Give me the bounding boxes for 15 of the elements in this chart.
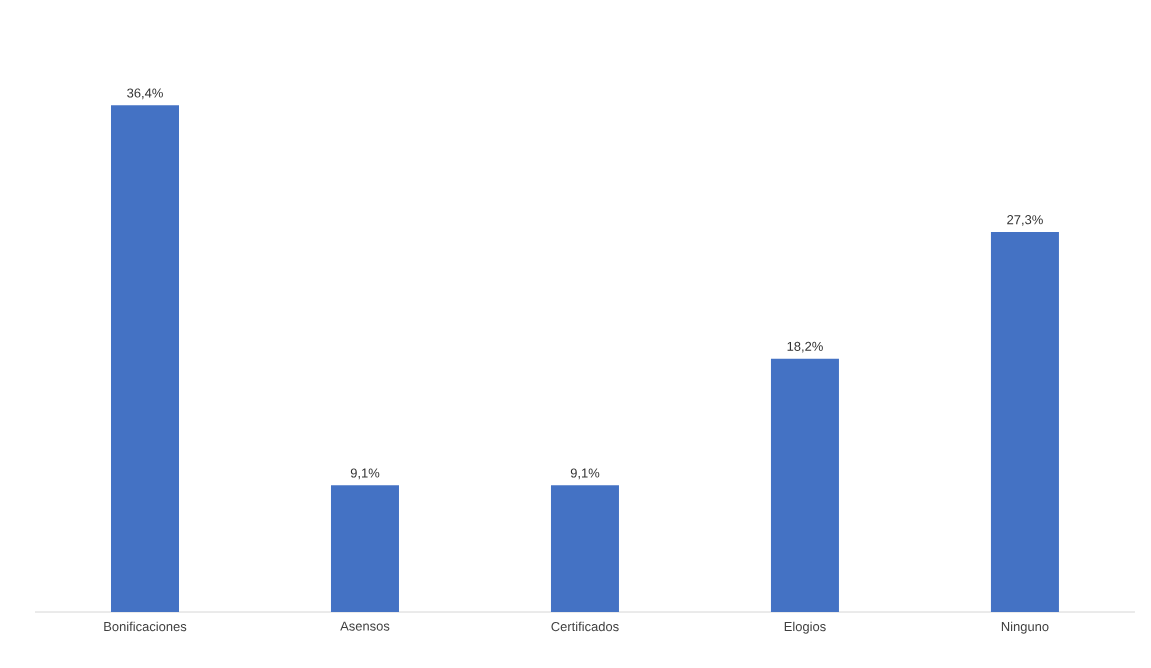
- bar: [770, 358, 839, 612]
- data-label: 36,4%: [127, 88, 163, 100]
- bar: [990, 232, 1059, 612]
- bar: [550, 485, 619, 612]
- x-tick-label: Asensos: [340, 621, 390, 631]
- data-label: 18,2%: [787, 341, 823, 353]
- data-label: 9,1%: [350, 468, 380, 480]
- x-tick-label: Ninguno: [1001, 621, 1049, 634]
- x-tick-label: Certificados: [551, 621, 619, 632]
- data-label: 9,1%: [570, 468, 600, 480]
- x-tick-label: Bonificaciones: [104, 621, 187, 632]
- x-tick-label: Elogios: [784, 621, 826, 634]
- bar: [330, 485, 399, 612]
- data-label: 27,3%: [1007, 215, 1043, 226]
- bar: [110, 105, 179, 612]
